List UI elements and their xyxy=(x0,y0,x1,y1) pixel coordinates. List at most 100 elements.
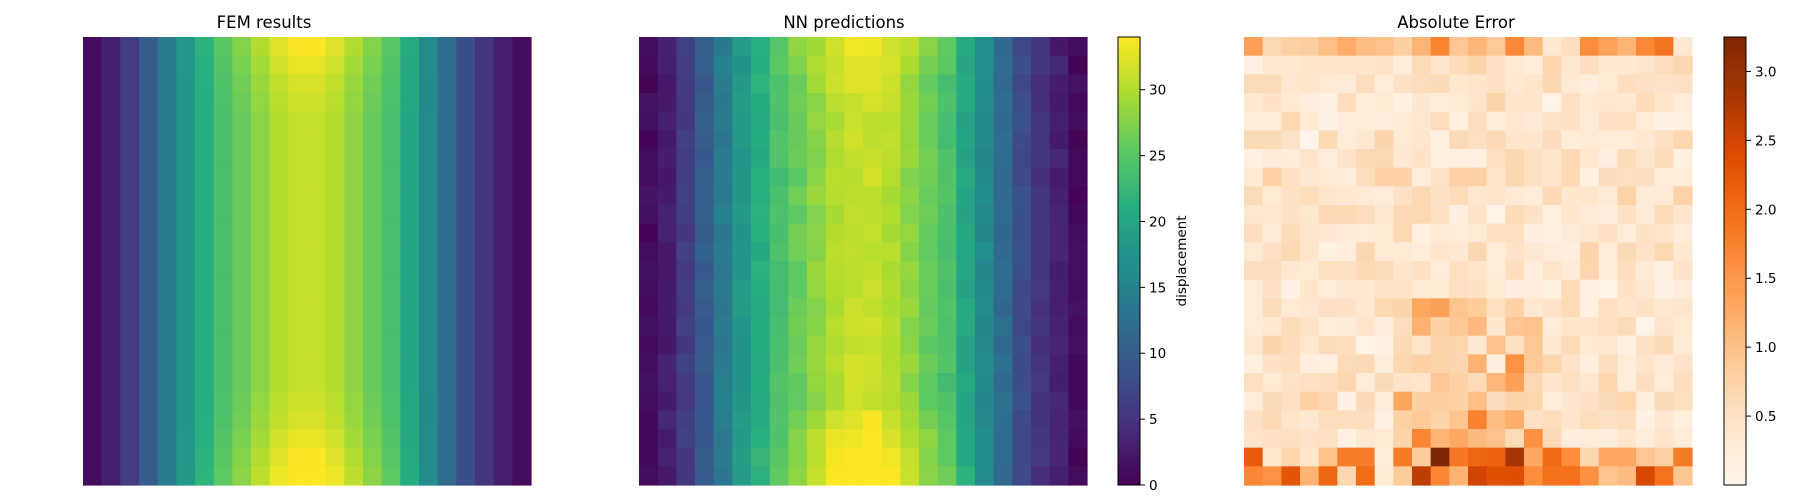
error-cell xyxy=(1505,373,1525,393)
nn-cell xyxy=(900,186,920,206)
error-cell xyxy=(1486,205,1506,225)
nn-cell xyxy=(937,279,957,299)
fem-cell xyxy=(195,167,215,187)
nn-cell xyxy=(657,37,677,57)
nn-cell xyxy=(1031,447,1051,467)
fem-cell xyxy=(475,335,495,355)
fem-cell xyxy=(232,447,252,467)
nn-cell xyxy=(788,55,808,75)
nn-cell xyxy=(676,37,696,57)
fem-cell xyxy=(101,93,121,113)
fem-cell xyxy=(493,149,513,169)
nn-cell xyxy=(657,167,677,187)
nn-cell xyxy=(844,130,864,150)
nn-cell xyxy=(844,447,864,467)
error-cell xyxy=(1524,317,1544,337)
error-cell xyxy=(1281,130,1301,150)
fem-cell xyxy=(400,186,420,206)
colorbar-error-tick-label: 3.0 xyxy=(1755,64,1776,80)
error-cell xyxy=(1300,298,1320,318)
error-cell xyxy=(1318,410,1338,430)
fem-cell xyxy=(381,242,401,262)
nn-cell xyxy=(919,279,939,299)
heatmap-error xyxy=(1244,37,1693,486)
nn-cell xyxy=(844,373,864,393)
nn-cell xyxy=(769,373,789,393)
nn-cell xyxy=(657,391,677,411)
fem-cell xyxy=(363,429,383,449)
fem-cell xyxy=(213,429,233,449)
fem-cell xyxy=(176,429,196,449)
error-cell xyxy=(1262,55,1282,75)
error-cell xyxy=(1393,373,1413,393)
fem-cell xyxy=(493,130,513,150)
fem-cell xyxy=(456,205,476,225)
nn-cell xyxy=(695,55,715,75)
error-cell xyxy=(1580,186,1600,206)
nn-cell xyxy=(807,373,827,393)
error-cell xyxy=(1393,167,1413,187)
nn-cell xyxy=(657,298,677,318)
nn-cell xyxy=(825,130,845,150)
nn-cell xyxy=(956,354,976,374)
nn-cell xyxy=(713,130,733,150)
nn-cell xyxy=(975,167,995,187)
error-cell xyxy=(1580,298,1600,318)
nn-cell xyxy=(807,223,827,243)
nn-cell xyxy=(676,373,696,393)
nn-cell xyxy=(956,410,976,430)
error-cell xyxy=(1374,223,1394,243)
error-cell xyxy=(1561,410,1581,430)
fem-cell xyxy=(269,93,289,113)
fem-cell xyxy=(419,429,439,449)
fem-cell xyxy=(176,223,196,243)
fem-cell xyxy=(251,55,271,75)
fem-cell xyxy=(363,335,383,355)
nn-cell xyxy=(975,466,995,486)
error-cell xyxy=(1524,149,1544,169)
nn-cell xyxy=(844,466,864,486)
error-cell xyxy=(1468,242,1488,262)
error-cell xyxy=(1598,74,1618,94)
error-cell xyxy=(1505,37,1525,57)
error-cell xyxy=(1524,242,1544,262)
error-cell xyxy=(1524,223,1544,243)
nn-cell xyxy=(713,167,733,187)
error-cell xyxy=(1262,261,1282,281)
nn-cell xyxy=(919,55,939,75)
nn-cell xyxy=(676,261,696,281)
fem-cell xyxy=(437,186,457,206)
nn-cell xyxy=(788,111,808,131)
error-cell xyxy=(1393,317,1413,337)
error-cell xyxy=(1300,167,1320,187)
nn-cell xyxy=(751,298,771,318)
nn-cell xyxy=(993,111,1013,131)
fem-cell xyxy=(493,410,513,430)
nn-cell xyxy=(1031,410,1051,430)
fem-cell xyxy=(475,298,495,318)
fem-cell xyxy=(83,37,103,57)
nn-cell xyxy=(713,354,733,374)
nn-cell xyxy=(863,261,883,281)
nn-cell xyxy=(695,466,715,486)
error-cell xyxy=(1356,466,1376,486)
nn-cell xyxy=(956,298,976,318)
fem-cell xyxy=(269,410,289,430)
fem-cell xyxy=(251,37,271,57)
nn-cell xyxy=(825,279,845,299)
fem-cell xyxy=(344,55,364,75)
fem-cell xyxy=(400,373,420,393)
fem-cell xyxy=(269,279,289,299)
error-cell xyxy=(1617,466,1637,486)
error-cell xyxy=(1486,55,1506,75)
heatmap-nn xyxy=(639,37,1088,486)
error-cell xyxy=(1505,93,1525,113)
nn-cell xyxy=(788,37,808,57)
error-cell xyxy=(1598,429,1618,449)
fem-cell xyxy=(475,447,495,467)
fem-cell xyxy=(83,335,103,355)
error-cell xyxy=(1468,130,1488,150)
error-cell xyxy=(1244,130,1264,150)
fem-cell xyxy=(475,242,495,262)
error-cell xyxy=(1300,93,1320,113)
